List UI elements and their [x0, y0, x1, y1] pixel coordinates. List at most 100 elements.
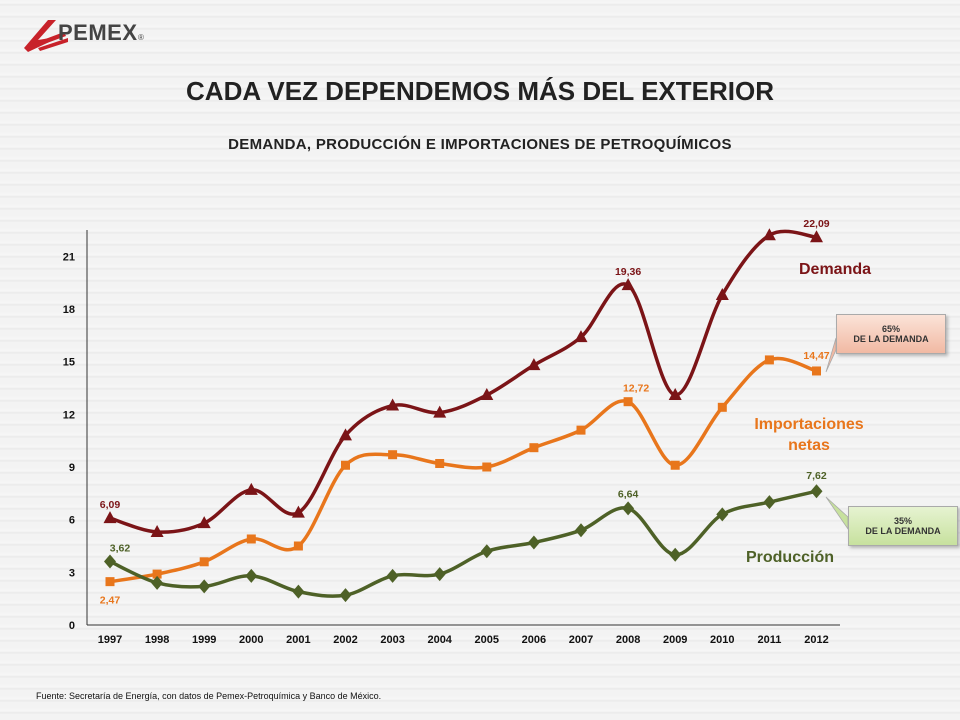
x-tick-label: 2001	[286, 634, 310, 646]
y-tick-label: 21	[63, 251, 75, 263]
demanda-data-label: 19,36	[615, 266, 641, 278]
producci-n-data-label: 3,62	[110, 542, 131, 554]
importaciones-netas-point	[764, 355, 774, 365]
producci-n-point	[104, 554, 116, 569]
x-tick-label: 2000	[239, 634, 263, 646]
importaciones-netas-point	[388, 450, 398, 460]
import-share-text: DE LA DEMANDA	[853, 334, 929, 344]
x-tick-label: 2012	[804, 634, 828, 646]
demanda-point	[527, 358, 541, 371]
demanda-point	[291, 505, 305, 518]
importaciones-netas-data-label: 12,72	[623, 383, 649, 395]
demanda-point	[433, 405, 447, 418]
series-name-importaciones: Importaciones	[754, 416, 863, 433]
demanda-point	[103, 511, 117, 524]
y-tick-label: 3	[69, 567, 75, 579]
producci-n-point	[669, 547, 682, 562]
importaciones-netas-point	[152, 569, 162, 579]
demanda-point	[715, 287, 729, 300]
importaciones-netas-point	[670, 460, 680, 470]
importaciones-netas-point	[482, 462, 492, 472]
demanda-point	[339, 428, 352, 441]
y-tick-label: 15	[63, 357, 75, 369]
importaciones-netas-point	[717, 402, 727, 412]
x-tick-label: 2008	[616, 634, 640, 646]
demanda-data-label: 22,09	[803, 218, 829, 230]
brand-registered-mark: ®	[138, 33, 144, 42]
import-share-percent: 65%	[881, 324, 900, 334]
source-note: Fuente: Secretaría de Energía, con datos…	[36, 691, 382, 701]
brand-name: PEMEX	[58, 20, 138, 45]
demanda-data-label: 6,09	[100, 499, 121, 511]
import-share-callout: 65% DE LA DEMANDA	[836, 314, 946, 354]
producci-n-point	[245, 568, 258, 583]
importaciones-netas-point	[529, 443, 539, 453]
production-share-percent: 35%	[893, 516, 912, 526]
demanda-point	[150, 524, 164, 537]
producci-n-data-label: 6,64	[618, 488, 639, 500]
series-name-netas: netas	[788, 437, 830, 454]
importaciones-netas-point	[341, 460, 350, 470]
producci-n-point	[763, 495, 776, 510]
x-tick-label: 2005	[475, 634, 499, 646]
demanda-point	[386, 398, 400, 411]
demanda-point	[668, 388, 682, 401]
series-name-produccion: Producción	[746, 549, 834, 566]
x-tick-label: 2007	[569, 634, 593, 646]
importaciones-netas-point	[435, 458, 445, 468]
producci-n-point	[716, 507, 729, 522]
y-tick-label: 6	[69, 515, 75, 527]
x-tick-label: 2009	[663, 634, 687, 646]
producci-n-point	[810, 484, 823, 499]
pemex-eagle-logo-icon	[24, 20, 68, 52]
demanda-point	[197, 516, 211, 529]
y-tick-label: 9	[69, 462, 75, 474]
x-tick-label: 2003	[380, 634, 404, 646]
series-name-demanda: Demanda	[799, 261, 871, 278]
y-tick-label: 18	[63, 304, 75, 316]
page-title: CADA VEZ DEPENDEMOS MÁS DEL EXTERIOR	[186, 76, 774, 106]
demanda-point	[244, 482, 258, 495]
producci-n-line	[109, 489, 817, 598]
importaciones-netas-point	[623, 397, 633, 407]
producci-n-point	[198, 579, 211, 594]
producci-n-point	[292, 584, 305, 599]
demanda-point	[574, 330, 588, 343]
y-tick-label: 0	[69, 620, 75, 632]
x-tick-label: 1998	[145, 634, 169, 646]
x-tick-label: 2004	[427, 634, 452, 646]
x-tick-label: 2011	[757, 634, 781, 646]
x-tick-label: 2010	[710, 634, 734, 646]
chart-subtitle: DEMANDA, PRODUCCIÓN E IMPORTACIONES DE P…	[228, 136, 732, 153]
producci-n-data-label: 7,62	[806, 470, 827, 482]
x-tick-label: 1997	[98, 634, 122, 646]
x-tick-label: 1999	[192, 634, 216, 646]
y-tick-label: 12	[63, 409, 75, 421]
producci-n-point	[339, 588, 352, 603]
producci-n-point	[151, 575, 164, 590]
importaciones-netas-point	[576, 425, 586, 435]
importaciones-netas-point	[199, 557, 209, 567]
producci-n-point	[386, 568, 399, 583]
importaciones-netas-point	[105, 577, 115, 587]
producci-n-point	[622, 501, 635, 516]
x-tick-label: 2006	[522, 634, 546, 646]
demanda-point	[621, 278, 635, 291]
producci-n-point	[575, 523, 587, 538]
x-tick-label: 2002	[333, 634, 357, 646]
production-callout-pointer	[825, 496, 849, 531]
importaciones-netas-data-label: 14,47	[803, 350, 829, 362]
demanda-point	[810, 230, 823, 243]
importaciones-netas-line	[109, 356, 818, 584]
demanda-point	[762, 228, 776, 241]
producci-n-point	[527, 535, 540, 550]
production-share-callout: 35% DE LA DEMANDA	[848, 506, 958, 546]
importaciones-netas-point	[812, 366, 821, 376]
demanda-line	[109, 229, 817, 534]
production-share-text: DE LA DEMANDA	[865, 526, 941, 536]
importaciones-netas-point	[293, 541, 303, 551]
producci-n-point	[433, 567, 446, 582]
demanda-point	[480, 388, 494, 401]
importaciones-netas-point	[246, 534, 256, 544]
